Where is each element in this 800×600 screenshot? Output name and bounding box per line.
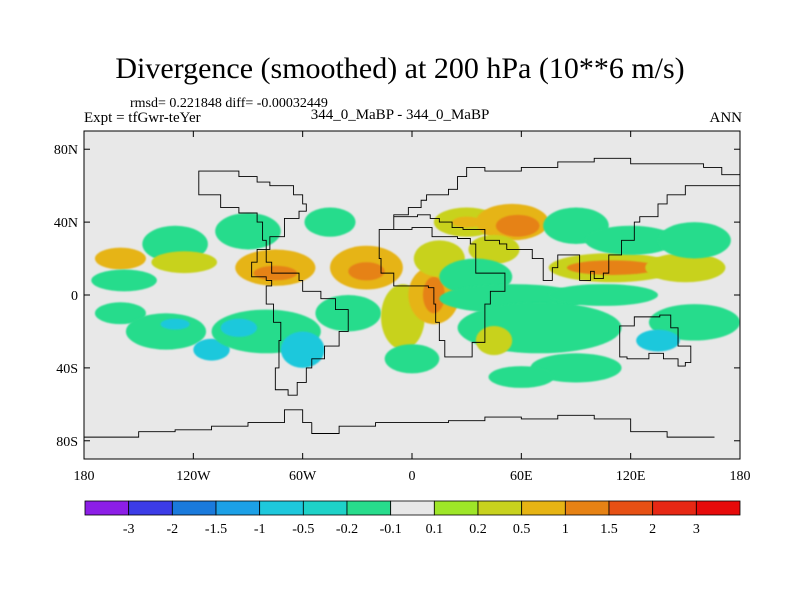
colorbar-swatch bbox=[215, 500, 261, 516]
colorbar-swatch bbox=[171, 500, 217, 516]
contour-blob bbox=[548, 284, 658, 306]
contour-blob bbox=[215, 213, 281, 250]
y-tick-label: 40S bbox=[56, 362, 78, 377]
y-tick-label: 80N bbox=[54, 143, 78, 158]
axis-ticks: 180 120W 60W 0 60E 120E 180 80N 40N 0 40S 80S bbox=[54, 131, 751, 484]
coastline bbox=[393, 157, 740, 281]
colorbar-swatch bbox=[477, 500, 523, 516]
colorbar-label: 0.2 bbox=[469, 522, 487, 537]
colorbar-label: 0.1 bbox=[426, 522, 444, 537]
contour-blob bbox=[94, 302, 146, 325]
colorbar-swatch bbox=[259, 500, 304, 516]
contour-blob bbox=[193, 338, 230, 361]
contour-blob bbox=[151, 251, 218, 274]
colorbar-label: -1.5 bbox=[205, 522, 227, 537]
chart-title: Divergence (smoothed) at 200 hPa (10**6 … bbox=[115, 52, 685, 85]
coastline bbox=[84, 409, 312, 441]
colorbar-swatch bbox=[390, 500, 435, 516]
season-label: ANN bbox=[709, 110, 743, 126]
coastline bbox=[198, 170, 349, 396]
x-tick-label: 180 bbox=[74, 469, 95, 484]
contour-blob bbox=[91, 269, 157, 292]
y-tick-label: 80S bbox=[56, 435, 78, 450]
colorbar-swatch bbox=[652, 500, 697, 516]
colorbar: -3 -2 -1.5 -1 -0.5 -0.2 -0.1 0.1 0.2 0.5 1 1.5 2 3 bbox=[84, 500, 741, 537]
colorbar-swatch bbox=[521, 500, 566, 516]
colorbar-swatch bbox=[346, 500, 392, 516]
contour-blob bbox=[645, 253, 726, 283]
contour-blob bbox=[348, 262, 385, 281]
colorbar-label: -2 bbox=[166, 522, 178, 537]
case-label: 344_0_MaBP - 344_0_MaBP bbox=[310, 107, 490, 123]
colorbar-label: 0.5 bbox=[513, 522, 531, 537]
colorbar-swatch bbox=[128, 500, 173, 516]
coastlines bbox=[84, 157, 740, 441]
colorbar-swatch bbox=[564, 500, 610, 516]
x-tick-label: 120E bbox=[616, 469, 646, 484]
colorbar-label: -1 bbox=[254, 522, 266, 537]
colorbar-swatch bbox=[608, 500, 654, 516]
colorbar-label: 3 bbox=[693, 522, 700, 537]
contour-blob bbox=[468, 234, 520, 265]
contour-blob bbox=[160, 318, 190, 330]
contour-blob bbox=[648, 304, 740, 341]
contour-blob bbox=[452, 216, 482, 228]
contour-blob bbox=[220, 318, 258, 337]
contour-blob bbox=[488, 366, 555, 388]
y-tick-label: 40N bbox=[54, 216, 78, 231]
coastline bbox=[311, 414, 715, 438]
coastline bbox=[619, 314, 692, 367]
contour-blob bbox=[304, 207, 356, 237]
x-tick-label: 60E bbox=[510, 469, 533, 484]
contour-blob bbox=[566, 260, 658, 275]
experiment-label: Expt = tfGwr-teYer bbox=[84, 110, 201, 126]
contour-blob bbox=[280, 331, 325, 368]
colorbar-label: -0.1 bbox=[380, 522, 402, 537]
colorbar-label: 1 bbox=[562, 522, 569, 537]
x-tick-label: 0 bbox=[409, 469, 416, 484]
contour-blob bbox=[125, 313, 207, 350]
coastline bbox=[378, 227, 506, 358]
stats-line: rmsd= 0.221848 diff= -0.00032449 bbox=[130, 96, 328, 111]
x-tick-label: 180 bbox=[730, 469, 751, 484]
contour-blob bbox=[658, 222, 731, 259]
colorbar-label: -3 bbox=[123, 522, 135, 537]
colorbar-label: 1.5 bbox=[600, 522, 618, 537]
contour-blob bbox=[384, 344, 440, 374]
x-tick-label: 120W bbox=[176, 469, 211, 484]
colorbar-label: -0.2 bbox=[336, 522, 358, 537]
colorbar-swatch bbox=[695, 500, 741, 516]
colorbar-swatch bbox=[84, 500, 130, 516]
contour-blob bbox=[94, 247, 146, 270]
y-tick-label: 0 bbox=[71, 289, 78, 304]
contour-blob bbox=[636, 329, 680, 352]
x-tick-label: 60W bbox=[289, 469, 317, 484]
colorbar-swatch bbox=[433, 500, 479, 516]
contour-blob bbox=[475, 325, 513, 356]
colorbar-swatch bbox=[302, 500, 348, 516]
colorbar-label: 2 bbox=[649, 522, 656, 537]
colorbar-label: -0.5 bbox=[292, 522, 314, 537]
contour-blob bbox=[495, 214, 540, 237]
